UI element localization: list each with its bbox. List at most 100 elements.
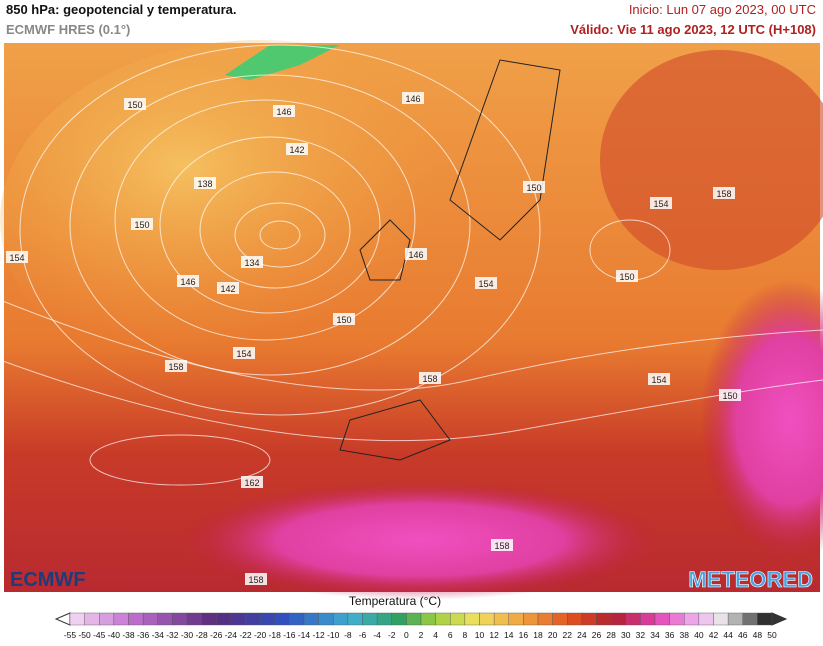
colorbar-tick: 20 <box>548 630 558 640</box>
colorbar-title: Temperatura (°C) <box>349 594 441 608</box>
colorbar-tick: -38 <box>122 630 135 640</box>
init: Inicio: Lun 07 ago 2023, 00 UTC <box>629 2 816 17</box>
contour-label: 154 <box>478 279 493 289</box>
contour-label-box <box>165 360 187 372</box>
colorbar-tick: 0 <box>404 630 409 640</box>
colorbar-tick: 44 <box>723 630 733 640</box>
colorbar-tick: -26 <box>210 630 223 640</box>
colorbar-cell <box>157 612 173 626</box>
colorbar-cell <box>581 612 597 626</box>
contour-label-box <box>273 105 295 117</box>
colorbar-tick: 24 <box>577 630 587 640</box>
contour-label: 146 <box>408 250 423 260</box>
contour-label: 158 <box>168 362 183 372</box>
contour-label: 162 <box>244 478 259 488</box>
ecmwf-logo: ECMWF <box>10 569 86 591</box>
colorbar-cell <box>128 612 144 626</box>
contour-label: 134 <box>244 258 259 268</box>
colorbar-tick: 14 <box>504 630 514 640</box>
colorbar-cell <box>698 612 714 626</box>
colorbar-tick: 36 <box>665 630 675 640</box>
contour-label: 150 <box>127 100 142 110</box>
colorbar-tick: -24 <box>225 630 238 640</box>
contour-label-box <box>124 98 146 110</box>
colorbar-cell <box>406 612 422 626</box>
colorbar-tick: -36 <box>137 630 150 640</box>
model: ECMWF HRES (0.1°) <box>6 22 130 37</box>
colorbar-cell <box>347 612 363 626</box>
contour-label-box <box>650 197 672 209</box>
contour-label-box <box>233 347 255 359</box>
colorbar-tick: 16 <box>519 630 529 640</box>
colorbar-tick: -55 <box>64 630 77 640</box>
colorbar-cell <box>376 612 392 626</box>
valid: Válido: Vie 11 ago 2023, 12 UTC (H+108) <box>570 22 816 37</box>
colorbar-tick: -50 <box>78 630 91 640</box>
colorbar-cell <box>625 612 641 626</box>
contour-label: 142 <box>220 284 235 294</box>
colorbar-end <box>54 612 71 626</box>
hot-area <box>700 280 823 560</box>
colorbar-cell <box>245 612 261 626</box>
colorbar-tick: 40 <box>694 630 704 640</box>
colorbar-tick: -16 <box>283 630 296 640</box>
colorbar-cell <box>523 612 539 626</box>
colorbar-cell <box>69 612 85 626</box>
colorbar-tick: 28 <box>606 630 616 640</box>
colorbar-cell <box>713 612 729 626</box>
colorbar-cell <box>727 612 743 626</box>
colorbar-tick: 26 <box>592 630 602 640</box>
colorbar-tick: 50 <box>767 630 777 640</box>
colorbar-cell <box>479 612 495 626</box>
contour-label: 158 <box>494 541 509 551</box>
contour-label: 158 <box>248 575 263 585</box>
colorbar-cell <box>669 612 685 626</box>
colorbar-cell <box>99 612 115 626</box>
colorbar-tick: -14 <box>298 630 311 640</box>
colorbar-cell <box>610 612 626 626</box>
colorbar-tick: 46 <box>738 630 748 640</box>
colorbar-tick: 32 <box>636 630 646 640</box>
colorbar-cell <box>640 612 656 626</box>
contour-label-box <box>523 181 545 193</box>
greenland <box>225 45 340 80</box>
contour-label-box <box>333 313 355 325</box>
colorbar-cell <box>84 612 100 626</box>
title: 850 hPa: geopotencial y temperatura. <box>6 2 236 17</box>
colorbar-cell <box>508 612 524 626</box>
colorbar-tick: 30 <box>621 630 631 640</box>
colorbar-cell <box>201 612 217 626</box>
colorbar-cell <box>333 612 349 626</box>
colorbar-tick: -30 <box>181 630 194 640</box>
contour-label-box <box>648 373 670 385</box>
colorbar-tick: -22 <box>239 630 252 640</box>
contour-label-box <box>719 389 741 401</box>
contour-label: 154 <box>653 199 668 209</box>
colorbar-tick: -12 <box>312 630 325 640</box>
colorbar-cell <box>654 612 670 626</box>
contour-label-box <box>131 218 153 230</box>
colorbar-tick: -20 <box>254 630 267 640</box>
colorbar-tick: 42 <box>709 630 719 640</box>
colorbar-tick: -28 <box>195 630 208 640</box>
meteored-logo: METEORED <box>688 567 813 592</box>
contour-label: 150 <box>134 220 149 230</box>
colorbar-tick: -32 <box>166 630 179 640</box>
contours <box>0 44 823 486</box>
colorbar-tick: -10 <box>327 630 340 640</box>
colorbar-end <box>771 612 788 626</box>
colorbar-cell <box>142 612 158 626</box>
colorbar-cell <box>420 612 436 626</box>
colorbar-cell <box>172 612 188 626</box>
colorbar-tick: -40 <box>108 630 121 640</box>
contour-label: 146 <box>276 107 291 117</box>
colorbar-tick: -4 <box>373 630 381 640</box>
contour-label: 138 <box>197 179 212 189</box>
colorbar-tick: -8 <box>344 630 352 640</box>
colorbar-cell <box>391 612 407 626</box>
contour-label-box <box>241 256 263 268</box>
contour-label: 146 <box>180 277 195 287</box>
contour-label-box <box>286 143 308 155</box>
colorbar-cell <box>318 612 334 626</box>
